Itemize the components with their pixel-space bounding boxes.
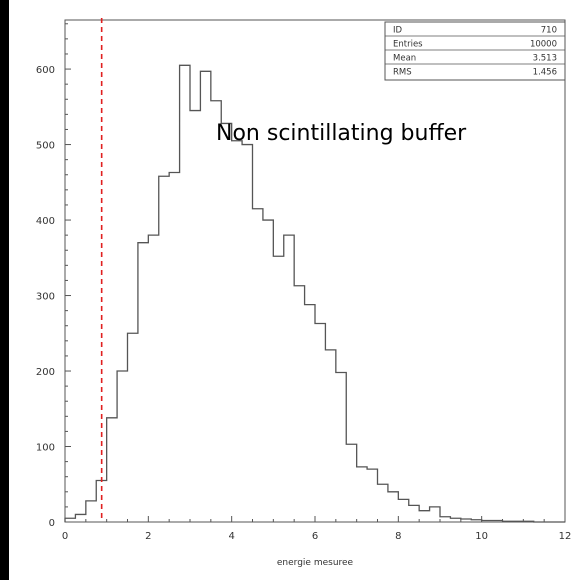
x-tick-label: 4 xyxy=(228,531,234,542)
x-axis-title: energie mesuree xyxy=(277,558,354,568)
x-tick-label: 6 xyxy=(312,531,318,542)
y-tick-label: 200 xyxy=(36,367,55,378)
annotation-label: Non scintillating buffer xyxy=(216,121,467,146)
stats-value: 710 xyxy=(541,26,557,36)
y-tick-label: 300 xyxy=(36,292,55,303)
y-tick-label: 0 xyxy=(49,518,55,529)
stats-value: 3.513 xyxy=(533,54,557,64)
histogram-panel: 0 100 200 300 400 500 600 0 2 4 6 8 10 12 ID 710 Entrie… xyxy=(9,0,577,580)
y-tick-label: 600 xyxy=(36,65,55,76)
x-tick-label: 12 xyxy=(559,531,572,542)
stats-box: ID 710 Entries 10000 Mean 3.513 RMS 1.456 xyxy=(384,21,566,81)
y-tick-label: 100 xyxy=(36,443,55,454)
y-tick-label: 400 xyxy=(36,216,55,227)
plot-frame xyxy=(64,19,566,523)
histogram-outline xyxy=(64,64,565,523)
energy-histogram-chart: 0 100 200 300 400 500 600 0 2 4 6 8 10 12 ID 710 Entrie… xyxy=(36,18,572,568)
stats-value: 10000 xyxy=(530,40,557,50)
x-tick-label: 8 xyxy=(395,531,401,542)
stats-label: ID xyxy=(393,26,403,36)
stats-value: 1.456 xyxy=(533,68,557,78)
x-tick-label: 2 xyxy=(145,531,151,542)
x-tick-label: 10 xyxy=(475,531,488,542)
stats-label: Entries xyxy=(393,40,423,50)
x-tick-label: 0 xyxy=(62,531,68,542)
stats-label: RMS xyxy=(393,68,412,78)
y-tick-label: 500 xyxy=(36,141,55,152)
stats-label: Mean xyxy=(393,54,416,64)
